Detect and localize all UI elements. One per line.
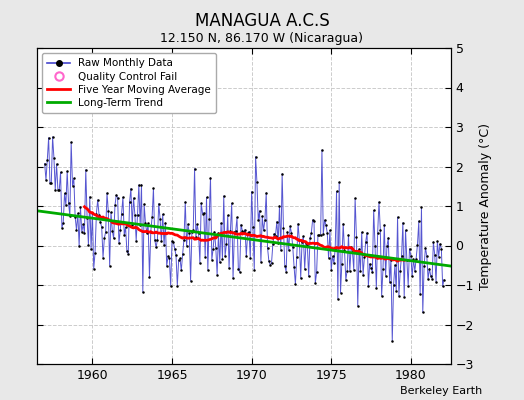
Text: 12.150 N, 86.170 W (Nicaragua): 12.150 N, 86.170 W (Nicaragua) — [160, 32, 364, 45]
Text: MANAGUA A.C.S: MANAGUA A.C.S — [194, 12, 330, 30]
Y-axis label: Temperature Anomaly (°C): Temperature Anomaly (°C) — [479, 122, 493, 290]
Legend: Raw Monthly Data, Quality Control Fail, Five Year Moving Average, Long-Term Tren: Raw Monthly Data, Quality Control Fail, … — [42, 53, 216, 113]
Text: Berkeley Earth: Berkeley Earth — [400, 386, 482, 396]
